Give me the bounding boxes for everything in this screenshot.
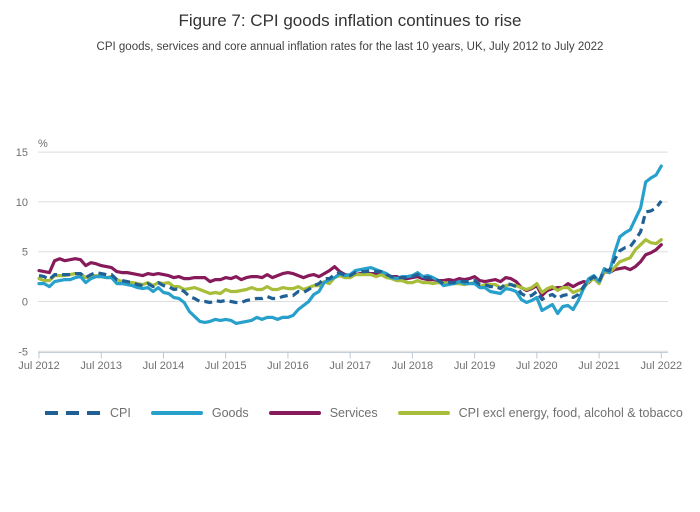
x-tick-label-jul-2020: Jul 2020 <box>516 360 558 372</box>
x-tick-label-jul-2018: Jul 2018 <box>392 360 434 372</box>
x-tick-label-jul-2017: Jul 2017 <box>329 360 371 372</box>
chart-legend: CPI Goods Services CPI excl energy, food, a… <box>45 406 700 420</box>
legend-label-cpi: CPI <box>110 406 131 420</box>
legend-label-services: Services <box>329 406 378 420</box>
y-tick-label-10: 10 <box>16 197 28 209</box>
legend-label-cpi-excl-energy-food-alcohol-tobacco: CPI excl energy, food, alcohol & tobacco <box>458 406 683 420</box>
x-tick-label-jul-2021: Jul 2021 <box>578 360 620 372</box>
x-tick-label-jul-2014: Jul 2014 <box>143 360 185 372</box>
y-tick-label-15: 15 <box>16 147 28 159</box>
legend-item-cpi-excl-energy-food-alcohol-tobacco: CPI excl energy, food, alcohol & tobacco <box>397 406 683 420</box>
legend-swatch-goods <box>150 411 203 415</box>
y-tick-label-0: 0 <box>22 297 28 309</box>
legend-swatch-services <box>268 411 321 415</box>
x-tick-label-jul-2013: Jul 2013 <box>80 360 122 372</box>
figure-title: Figure 7: CPI goods inflation continues … <box>178 11 522 30</box>
figure-subtitle: CPI goods, services and core annual infl… <box>96 41 604 53</box>
line-chart-plot-area: -5 0 5 10 15% Jul 2012 Jul 2013 Jul 2014 Jul 201… <box>16 138 683 372</box>
x-tick-label-jul-2016: Jul 2016 <box>267 360 309 372</box>
y-tick-label--5: -5 <box>18 346 28 358</box>
legend-swatch-cpi <box>45 411 101 415</box>
x-tick-label-jul-2019: Jul 2019 <box>454 360 496 372</box>
legend-swatch-cpi-excl-energy-food-alcohol-tobacco <box>397 411 450 415</box>
figure-container: Figure 7: CPI goods inflation continues … <box>0 10 700 512</box>
legend-item-goods: Goods <box>150 406 249 420</box>
legend-label-goods: Goods <box>211 406 249 420</box>
y-axis-unit-label: % <box>38 138 48 150</box>
y-tick-label-5: 5 <box>22 247 28 259</box>
series-line-cpi-excl-energy-food-alcohol-tobacco <box>37 238 663 296</box>
x-tick-label-jul-2022: Jul 2022 <box>641 360 683 372</box>
legend-item-services: Services <box>268 406 378 420</box>
x-tick-label-jul-2015: Jul 2015 <box>205 360 247 372</box>
series-line-goods <box>37 164 663 325</box>
x-tick-label-jul-2012: Jul 2012 <box>18 360 60 372</box>
legend-item-cpi: CPI <box>45 406 131 420</box>
series-line-cpi <box>38 199 663 305</box>
